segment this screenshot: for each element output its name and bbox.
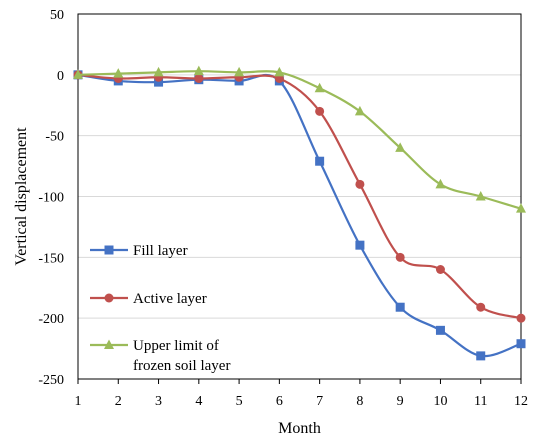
- data-point: [354, 105, 365, 116]
- data-point: [153, 66, 164, 77]
- series-1: [73, 70, 526, 361]
- data-point: [193, 65, 204, 76]
- y-tick-label: 50: [50, 8, 64, 23]
- x-tick-label: 1: [75, 394, 82, 409]
- legend-marker: [104, 293, 114, 303]
- legend-label: frozen soil layer: [133, 358, 230, 374]
- y-tick-label: -100: [38, 191, 64, 206]
- y-tick-label: 0: [57, 69, 64, 84]
- series-group: [73, 65, 526, 361]
- legend-item: Active layer: [90, 291, 207, 307]
- x-tick-label: 11: [474, 394, 487, 409]
- x-axis-title: Month: [278, 420, 321, 437]
- y-tick-label: -200: [38, 312, 64, 327]
- series-line: [77, 73, 522, 358]
- y-axis-title: Vertical displacement: [13, 127, 30, 266]
- legend-label: Active layer: [133, 291, 207, 307]
- data-point: [314, 82, 325, 93]
- series-3: [73, 65, 526, 213]
- data-point: [73, 69, 83, 79]
- legend-item: Fill layer: [90, 243, 188, 259]
- x-tick-label: 5: [236, 394, 243, 409]
- x-tick-label: 10: [433, 394, 447, 409]
- x-tick-label: 9: [397, 394, 404, 409]
- data-point: [435, 265, 445, 274]
- x-tick-label: 7: [316, 394, 323, 409]
- legend-item: Upper limit of frozen soil layer: [90, 338, 230, 374]
- legend: Fill layer Active layer Upper limit of froz…: [90, 243, 230, 374]
- data-point: [435, 325, 445, 335]
- data-point: [315, 156, 325, 166]
- data-point: [274, 66, 285, 77]
- legend-marker: [104, 339, 114, 349]
- x-tick-label: 6: [276, 394, 283, 409]
- y-tick-label: -150: [38, 251, 64, 266]
- legend-label: Upper limit of: [133, 338, 219, 354]
- x-tick-label: 4: [195, 394, 202, 409]
- data-point: [194, 73, 204, 83]
- data-point: [113, 68, 124, 78]
- data-point: [395, 252, 405, 262]
- data-point: [234, 66, 245, 77]
- legend-marker: [104, 245, 114, 255]
- legend-label: Fill layer: [133, 243, 188, 259]
- data-point: [476, 302, 486, 312]
- data-point: [476, 351, 486, 361]
- data-point: [516, 339, 526, 349]
- y-tick-label: -50: [45, 130, 64, 145]
- x-tick-label: 8: [356, 394, 363, 409]
- data-point: [435, 178, 446, 189]
- data-point: [355, 240, 365, 250]
- gridlines: [78, 13, 521, 380]
- data-point: [315, 106, 325, 116]
- data-point: [395, 302, 405, 312]
- data-point: [355, 179, 365, 189]
- x-tick-label: 2: [115, 394, 122, 409]
- x-tick-label: 12: [514, 394, 528, 409]
- data-point: [475, 191, 486, 201]
- x-tick-label: 3: [155, 394, 162, 409]
- data-point: [395, 142, 406, 152]
- plot-area-frame: [77, 13, 522, 380]
- data-point: [154, 77, 164, 87]
- data-point: [516, 313, 526, 323]
- data-point: [516, 203, 526, 213]
- y-tick-label: -250: [38, 373, 64, 388]
